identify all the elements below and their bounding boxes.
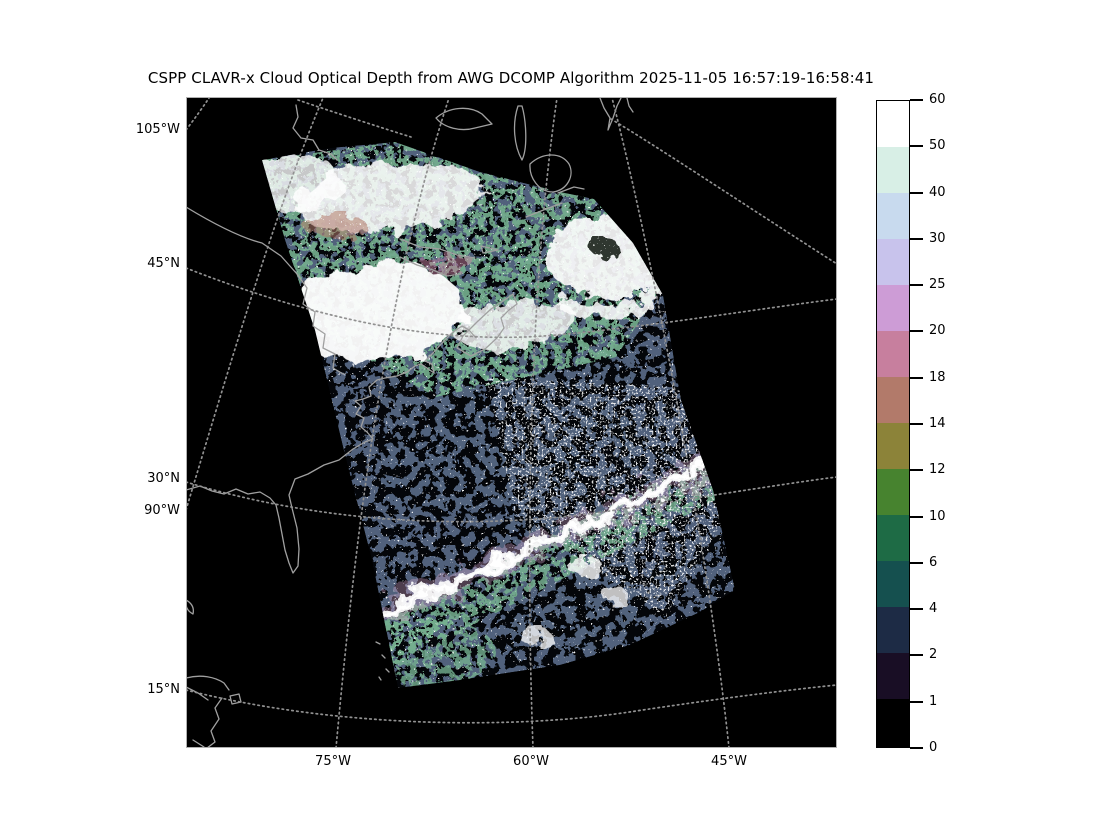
- colorbar-tick: [910, 469, 923, 472]
- colorbar-tick-label: 20: [929, 323, 946, 339]
- colorbar-tick: [910, 561, 923, 564]
- colorbar-tick-label: 10: [929, 508, 946, 524]
- colorbar-segment: [877, 699, 909, 746]
- colorbar-segment: [877, 653, 909, 700]
- y-axis-tick-label: 15°N: [147, 682, 180, 697]
- colorbar-tick: [910, 747, 923, 749]
- colorbar-tick: [910, 145, 923, 148]
- coastline-south-america: [186, 599, 242, 748]
- colorbar: [876, 100, 910, 748]
- colorbar-segment: [877, 607, 909, 654]
- coastline-antilles: [375, 641, 390, 681]
- colorbar-tick-label: 18: [929, 369, 946, 385]
- colorbar-tick-label: 0: [929, 740, 938, 755]
- colorbar-tick-label: 14: [929, 416, 946, 431]
- x-axis-tick-label: 45°W: [711, 754, 747, 769]
- colorbar-tick-label: 2: [929, 647, 938, 663]
- colorbar-segment: [877, 193, 909, 240]
- coastline-nova-scotia: [456, 293, 518, 357]
- coastline-great-lakes: [435, 105, 585, 218]
- colorbar-segment: [877, 101, 909, 148]
- coastline-gulf-florida-eastcoast: [186, 325, 477, 574]
- colorbar-tick: [910, 191, 923, 194]
- x-axis-tick-label: 60°W: [513, 754, 549, 769]
- colorbar-tick: [910, 654, 923, 657]
- coastline-st-lawrence: [399, 238, 499, 277]
- colorbar-tick-label: 6: [929, 554, 938, 570]
- gridline-parallel-60n: [297, 99, 837, 265]
- colorbar-segment: [877, 423, 909, 470]
- gridline-parallel-45n: [186, 267, 837, 339]
- colorbar-tick-label: 50: [929, 138, 946, 154]
- axes-spine: [186, 97, 837, 748]
- colorbar-segment: [877, 377, 909, 424]
- colorbar-tick: [910, 423, 923, 425]
- colorbar-segment: [877, 561, 909, 608]
- y-axis-tick-label: 30°N: [147, 471, 180, 486]
- coastline-northwest: [186, 104, 344, 375]
- gridlines: [186, 97, 837, 748]
- colorbar-segment: [877, 239, 909, 286]
- satellite-swath: [262, 142, 735, 688]
- colorbar-tick: [910, 237, 923, 240]
- colorbar-tick: [910, 700, 923, 703]
- colorbar-segment: [877, 147, 909, 194]
- colorbar-tick: [910, 99, 923, 101]
- colorbar-segment: [877, 515, 909, 562]
- y-axis-tick-label: 105°W: [135, 122, 180, 137]
- colorbar-tick-label: 25: [929, 277, 946, 293]
- gridline-parallel-15n: [186, 684, 837, 724]
- colorbar-tick: [910, 376, 923, 379]
- gridline-meridian-45w: [611, 97, 730, 748]
- colorbar-tick: [910, 608, 923, 611]
- gridline-meridian-90w: [186, 97, 324, 511]
- colorbar-tick-label: 40: [929, 184, 946, 200]
- y-axis-tick-label: 90°W: [144, 503, 180, 518]
- colorbar-segment: [877, 469, 909, 516]
- x-axis-tick-label: 75°W: [315, 754, 351, 769]
- plot-title: CSPP CLAVR-x Cloud Optical Depth from AW…: [147, 69, 875, 87]
- colorbar-tick-label: 1: [929, 693, 938, 709]
- colorbar-tick-label: 30: [929, 230, 946, 246]
- colorbar-segment: [877, 331, 909, 378]
- gridline-meridian-75w: [335, 97, 450, 748]
- gridline-meridian-105w: [186, 97, 210, 131]
- colorbar-segment: [877, 285, 909, 332]
- colorbar-tick: [910, 515, 923, 518]
- coastlines: [186, 97, 634, 748]
- colorbar-tick: [910, 284, 923, 287]
- colorbar-tick-label: 4: [929, 601, 938, 617]
- map-canvas: [186, 97, 837, 748]
- colorbar-tick-label: 60: [929, 92, 946, 107]
- gridline-parallel-30n: [186, 476, 837, 523]
- gridline-meridian-60w: [528, 97, 558, 748]
- y-axis-tick-label: 45°N: [147, 256, 180, 271]
- colorbar-tick-label: 12: [929, 462, 946, 478]
- colorbar-tick: [910, 330, 923, 333]
- coastline-labrador: [599, 97, 634, 131]
